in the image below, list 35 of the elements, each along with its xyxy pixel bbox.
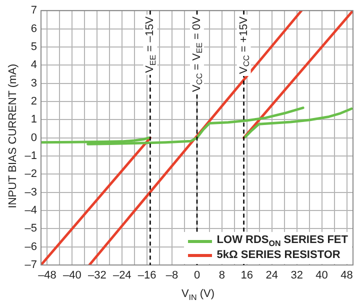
ref-line-label: VCC = +15V [238,16,252,74]
x-tick-label: 24 [266,270,278,282]
y-tick-label: 2 [30,95,37,108]
x-tick-label: –48 [38,270,56,282]
ref-line-label: VEE = –15V [144,16,158,73]
x-tick-label: 16 [240,270,254,282]
x-tick-label: –24 [112,270,132,282]
y-tick-label: 3 [30,77,37,90]
x-tick-label: –32 [88,270,106,282]
y-tick-label: –5 [24,222,37,235]
x-tick-label: –8 [166,270,178,282]
y-tick-label: 7 [30,4,37,17]
y-tick-label: 5 [30,40,37,53]
y-tick-label: –6 [24,240,37,253]
y-tick-label: –4 [24,204,37,217]
y-tick-label: –7 [24,259,37,272]
x-tick-label: 40 [316,270,328,282]
x-tick-label: –40 [63,270,82,282]
x-tick-label: 0 [194,270,200,282]
y-tick-label: 0 [30,132,37,144]
x-tick-label: 8 [218,270,226,282]
legend-label: LOW RDS$_{ON}$ SERIES FET [216,234,348,248]
y-tick-label: 1 [30,114,37,126]
y-tick-label: 4 [30,59,37,72]
y-tick-label: –1 [24,150,37,162]
y-tick-label: 6 [30,22,37,35]
x-tick-label: 32 [290,270,303,282]
legend-label: 5kΩ SERIES RESISTOR [216,249,340,261]
x-tick-label: –16 [138,270,156,282]
ref-line-label: VCC = VEE = 0V [191,16,204,92]
x-tick-label: 48 [340,270,353,282]
y-axis-title: INPUT BIAS CURRENT (mA) [7,62,19,210]
y-tick-label: –3 [24,186,37,198]
x-axis-title: V$_{IN}$ (V) [180,288,216,302]
y-tick-label: –2 [24,168,37,180]
